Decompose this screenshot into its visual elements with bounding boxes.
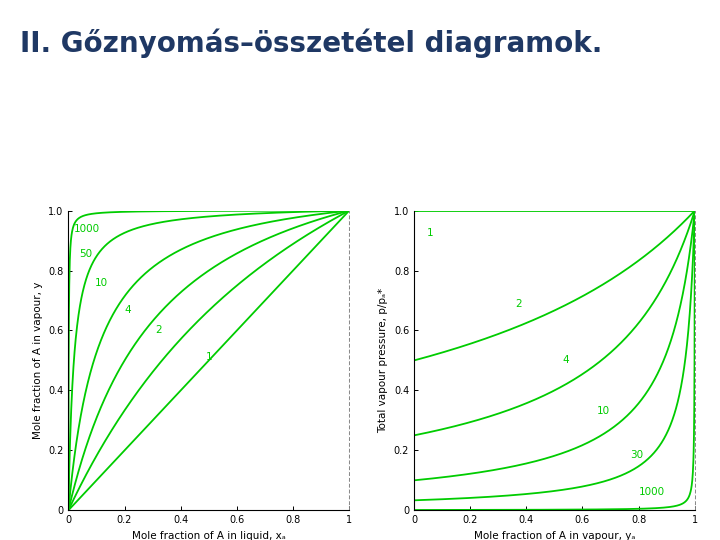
Text: A teljes gőznyomás függése
az A komponens yₐ gőzfázisú
móltörtjétől:: A teljes gőznyomás függése az A komponen…	[382, 128, 573, 176]
Text: 1: 1	[427, 228, 433, 238]
Text: II. Gőznyomás–összetétel diagramok.: II. Gőznyomás–összetétel diagramok.	[20, 28, 603, 58]
Y-axis label: Mole fraction of A in vapour, y: Mole fraction of A in vapour, y	[32, 282, 42, 439]
Text: 10: 10	[95, 278, 108, 287]
Text: Az A anyag móltörtje a gőzben (yₐ) a
folyadékbeli xₐ függvényében,
különböző pₐ*: Az A anyag móltörtje a gőzben (yₐ) a fol…	[44, 129, 287, 176]
Y-axis label: Total vapour pressure, p/pₐ*: Total vapour pressure, p/pₐ*	[378, 288, 388, 433]
Text: 7: 7	[9, 88, 18, 101]
Text: 2: 2	[515, 299, 522, 308]
Text: 2: 2	[156, 326, 162, 335]
Text: 4: 4	[125, 305, 131, 314]
X-axis label: Mole fraction of A in liquid, xₐ: Mole fraction of A in liquid, xₐ	[132, 531, 286, 540]
Text: 1000: 1000	[639, 487, 665, 497]
Text: 4: 4	[563, 355, 570, 366]
Text: 1: 1	[206, 353, 212, 362]
X-axis label: Mole fraction of A in vapour, yₐ: Mole fraction of A in vapour, yₐ	[474, 531, 635, 540]
Text: 1000: 1000	[74, 224, 100, 234]
Text: 30: 30	[630, 450, 644, 460]
Text: 10: 10	[596, 407, 610, 416]
Text: 50: 50	[80, 249, 93, 259]
